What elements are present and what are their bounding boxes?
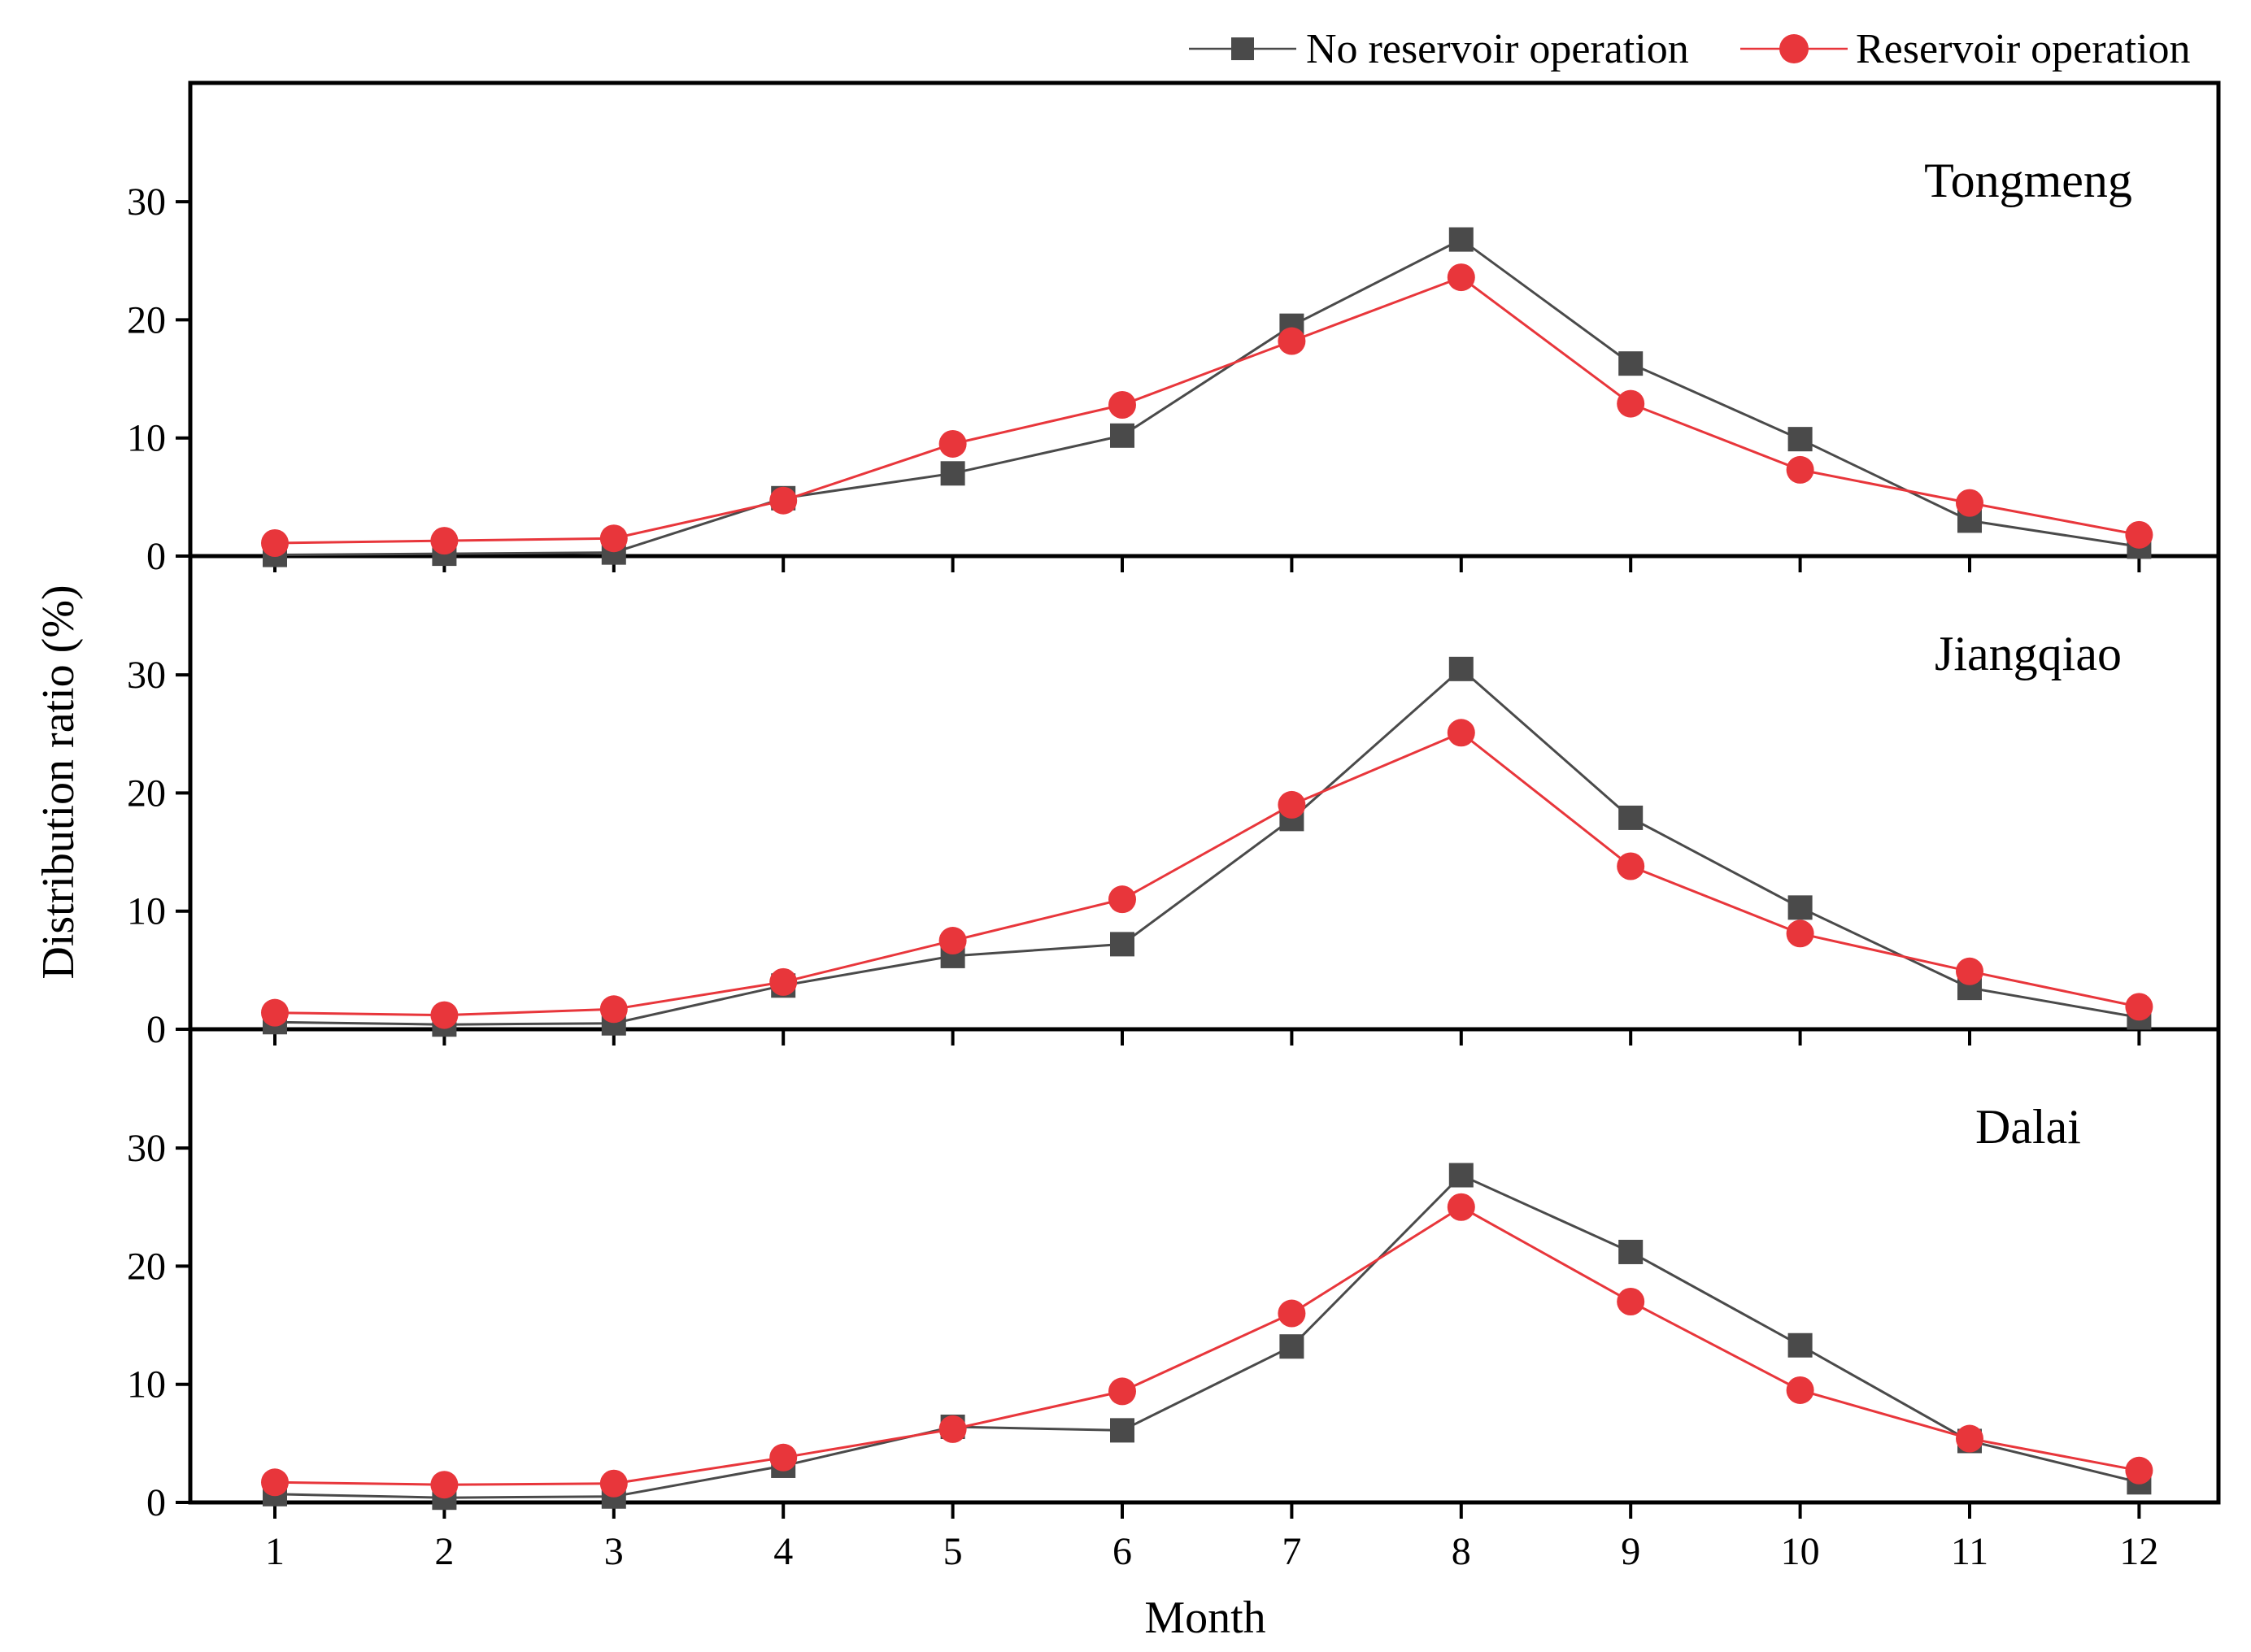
data-point-reservoir [599, 995, 628, 1024]
data-point-no-reservoir [1787, 427, 1813, 452]
y-tick-label: 0 [146, 1008, 166, 1051]
panel-label: Jiangqiao [1935, 627, 2122, 680]
data-point-no-reservoir [1787, 895, 1813, 920]
y-tick-label: 30 [127, 1127, 166, 1170]
y-tick-label: 30 [127, 180, 166, 224]
x-tick-label: 10 [1781, 1530, 1820, 1573]
x-tick-label: 5 [943, 1530, 963, 1573]
data-point-no-reservoir [1448, 656, 1474, 681]
y-tick-label: 20 [127, 298, 166, 341]
data-point-reservoir [1447, 1193, 1475, 1221]
x-tick-label: 8 [1452, 1530, 1471, 1573]
data-point-no-reservoir [1618, 1239, 1644, 1264]
data-point-reservoir [261, 529, 289, 558]
x-tick-label: 9 [1621, 1530, 1640, 1573]
data-point-reservoir [261, 998, 289, 1027]
data-point-reservoir [1786, 1376, 1814, 1404]
data-point-reservoir [1108, 391, 1136, 420]
data-point-reservoir [1447, 719, 1475, 747]
plot-frame [188, 80, 2221, 1505]
series-line-no-reservoir [274, 237, 2140, 556]
y-tick-label: 30 [127, 654, 166, 697]
y-tick-label: 10 [127, 890, 166, 933]
panel-dalai: 0 10 20 30 Dalai [127, 1100, 2218, 1524]
series-line-reservoir [274, 276, 2140, 545]
data-point-reservoir [1278, 327, 1306, 355]
x-tick-label: 11 [1951, 1530, 1988, 1573]
data-point-no-reservoir [1448, 227, 1474, 252]
y-tick-label: 10 [127, 417, 166, 460]
data-point-reservoir [1108, 1377, 1136, 1406]
x-axis-title: Month [1144, 1593, 1265, 1643]
data-point-reservoir [1617, 1287, 1645, 1315]
data-point-reservoir [1956, 957, 1983, 985]
y-tick-label: 20 [127, 1245, 166, 1288]
data-point-no-reservoir [1618, 351, 1644, 376]
x-tick-label: 2 [434, 1530, 454, 1573]
x-tick-label: 7 [1282, 1530, 1301, 1573]
data-point-no-reservoir [1110, 423, 1134, 448]
data-point-reservoir [599, 1469, 628, 1498]
data-point-reservoir [1956, 489, 1983, 517]
data-point-reservoir [1447, 263, 1475, 292]
panel-jiangqiao: 0 10 20 30 Jiangqiao [127, 627, 2218, 1051]
data-point-reservoir [2125, 993, 2153, 1021]
x-tick-label: 3 [604, 1530, 624, 1573]
x-tick-label: 4 [773, 1530, 793, 1573]
legend-marker-reservoir [1779, 34, 1809, 63]
x-tick-label: 1 [265, 1530, 285, 1573]
data-point-reservoir [769, 1443, 798, 1472]
data-point-reservoir [769, 967, 798, 996]
data-point-reservoir [430, 1001, 459, 1029]
legend: No reservoir operation Reservoir operati… [1189, 26, 2191, 72]
y-tick-label: 0 [146, 1481, 166, 1524]
data-point-reservoir [2125, 1456, 2153, 1485]
data-point-reservoir [769, 486, 798, 515]
data-point-reservoir [1786, 455, 1814, 484]
series-line-reservoir [274, 731, 2140, 1017]
legend-marker-no-reservoir [1231, 37, 1254, 60]
data-point-no-reservoir [940, 461, 965, 486]
data-point-reservoir [938, 1415, 967, 1443]
plot-area-border [188, 80, 2221, 1505]
data-point-reservoir [938, 927, 967, 955]
data-point-reservoir [1956, 1424, 1983, 1453]
legend-label-no-reservoir: No reservoir operation [1306, 26, 1689, 72]
panel-label: Tongmeng [1924, 154, 2132, 207]
panels: 0 10 20 30 Tongmeng 0 10 20 30 Jiangqiao 0 10 20 30 Da… [127, 154, 2218, 1573]
x-tick-label: 12 [2119, 1530, 2158, 1573]
data-point-reservoir [1786, 919, 1814, 948]
y-tick-label: 0 [146, 535, 166, 578]
data-point-no-reservoir [1279, 1334, 1304, 1359]
data-point-reservoir [430, 1471, 459, 1499]
series-line-reservoir [274, 1206, 2140, 1486]
x-tick-label: 6 [1112, 1530, 1132, 1573]
panel-tongmeng: 0 10 20 30 Tongmeng [127, 154, 2218, 578]
data-point-reservoir [599, 524, 628, 553]
data-point-reservoir [1278, 790, 1306, 819]
data-point-no-reservoir [1110, 932, 1134, 957]
data-point-reservoir [430, 527, 459, 555]
series-line-no-reservoir [274, 667, 2140, 1026]
data-point-no-reservoir [1110, 1418, 1134, 1443]
y-axis-title: Distribution ratio (%) [33, 585, 84, 979]
x-axis: 1 2 3 4 5 6 7 8 9 10 11 12 [265, 1530, 2158, 1573]
data-point-reservoir [261, 1468, 289, 1497]
data-point-reservoir [1278, 1299, 1306, 1328]
data-point-no-reservoir [1448, 1163, 1474, 1188]
y-tick-label: 20 [127, 772, 166, 815]
panel-label: Dalai [1975, 1100, 2081, 1154]
data-point-reservoir [2125, 520, 2153, 549]
data-point-no-reservoir [1618, 805, 1644, 830]
legend-label-reservoir: Reservoir operation [1856, 26, 2191, 72]
y-tick-label: 10 [127, 1363, 166, 1406]
data-point-reservoir [1617, 852, 1645, 880]
data-point-reservoir [1617, 389, 1645, 418]
data-point-no-reservoir [1787, 1332, 1813, 1358]
series-line-no-reservoir [274, 1173, 2140, 1499]
data-point-reservoir [1108, 885, 1136, 914]
data-point-reservoir [938, 429, 967, 458]
